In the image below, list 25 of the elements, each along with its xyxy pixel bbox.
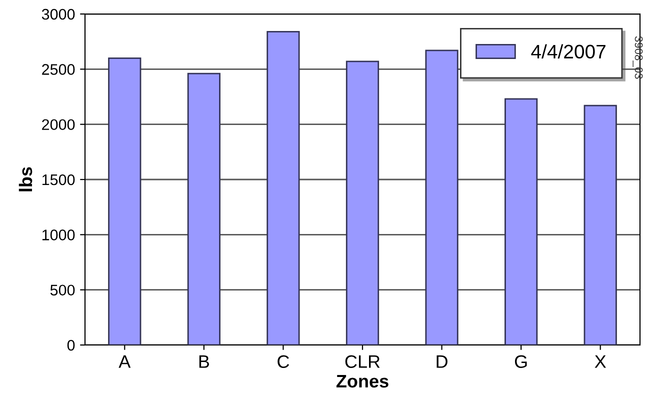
bar xyxy=(187,72,220,345)
x-tick-label: D xyxy=(436,355,448,368)
y-tick-label: 500 xyxy=(50,284,75,296)
x-tick-label: A xyxy=(118,355,131,368)
bar xyxy=(584,104,617,345)
bar xyxy=(266,30,300,345)
y-tick-label: 2000 xyxy=(42,119,75,130)
y-tick-label: 2500 xyxy=(42,64,75,75)
annotation: 3908_03 xyxy=(632,36,643,79)
x-axis-title: Zones xyxy=(336,374,388,388)
x-tick-label: C xyxy=(278,355,290,368)
y-tick-label: 3000 xyxy=(42,8,75,20)
bar xyxy=(504,98,538,345)
bar xyxy=(108,57,142,345)
x-tick-label: X xyxy=(594,355,606,368)
x-tick-label: B xyxy=(199,355,209,368)
y-tick-label: 1500 xyxy=(42,174,75,186)
y-axis-title: lbs xyxy=(18,167,32,192)
y-tick-label: 1000 xyxy=(42,230,75,240)
x-tick-label: G xyxy=(514,355,527,368)
legend-label: 4/4/2007 xyxy=(531,44,606,59)
y-tick-label: 0 xyxy=(67,340,75,351)
x-tick-label: CLR xyxy=(345,355,380,368)
bar xyxy=(425,50,458,345)
bar xyxy=(346,60,380,345)
